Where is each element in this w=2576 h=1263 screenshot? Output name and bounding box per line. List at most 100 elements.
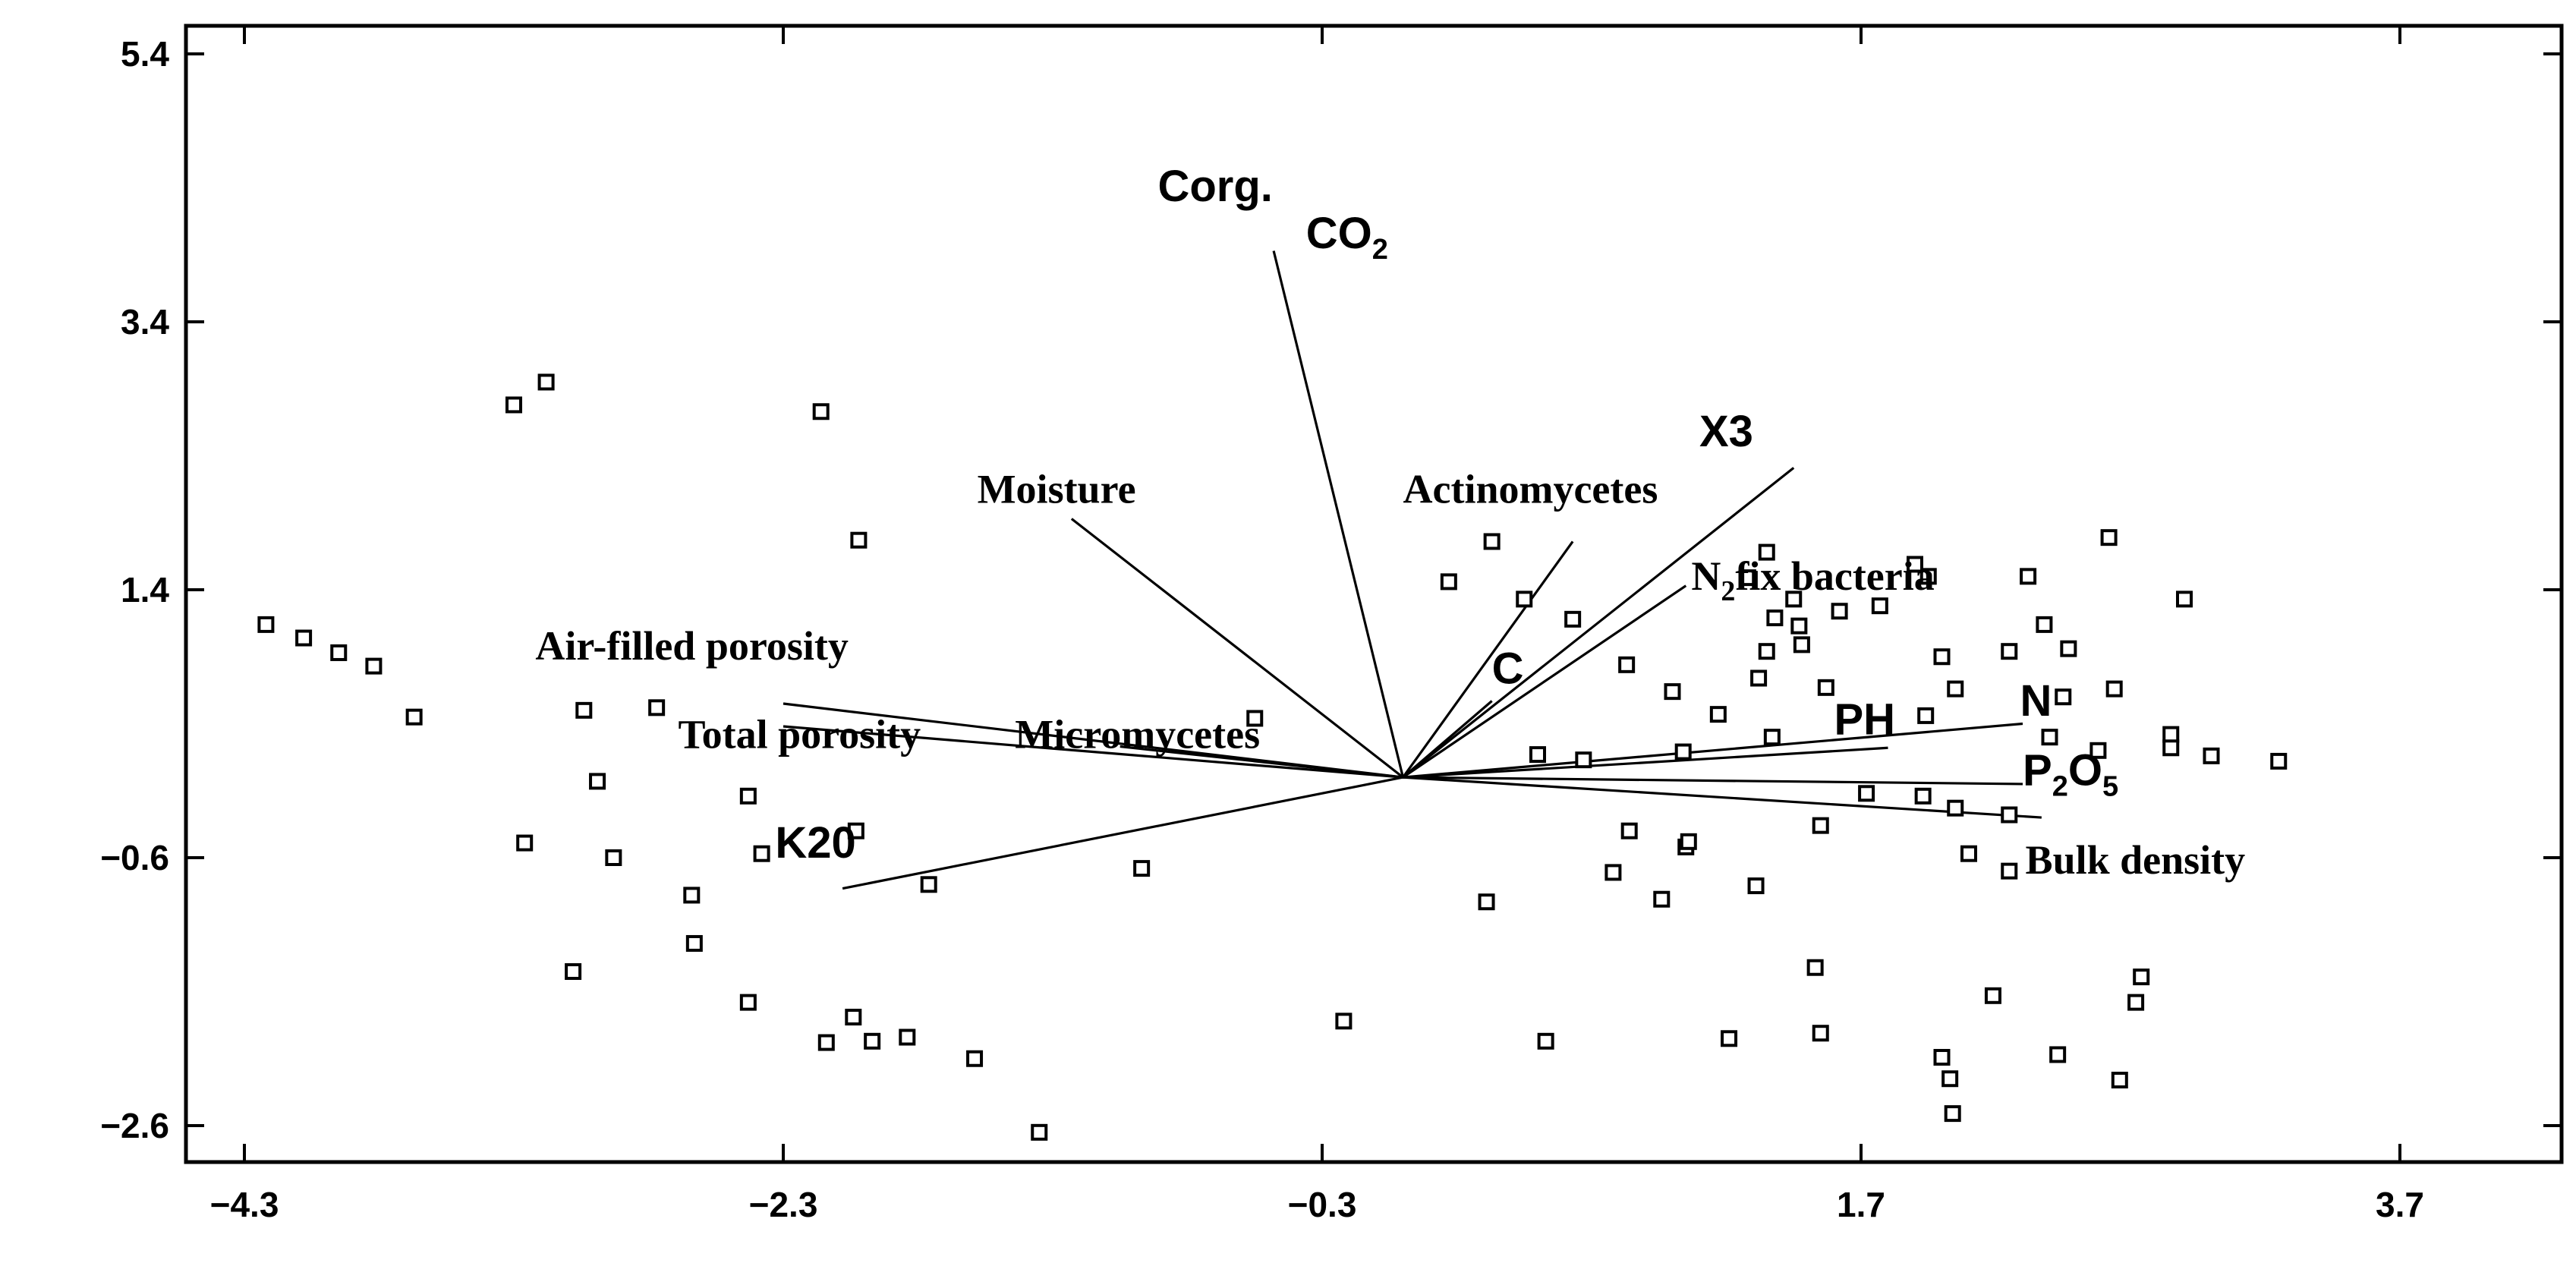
vector-label-subscript: 5 [2102, 771, 2118, 803]
data-point [1440, 573, 1457, 591]
vector-label: Corg. [1157, 162, 1272, 211]
score-points [257, 373, 2288, 1141]
vector-line [1403, 776, 2023, 786]
vector-line [1402, 700, 1493, 779]
data-point [505, 396, 522, 414]
y-tick-label: 3.4 [121, 302, 169, 342]
vector-line [1272, 250, 1405, 778]
vector-line [1070, 518, 1404, 779]
data-point [516, 834, 534, 852]
data-point [1941, 1070, 1959, 1088]
plot-frame [184, 24, 2564, 1164]
tick-labels: −4.3 −2.3 −0.3 1.7 3.7 5.4 3.4 1.4 −0.6 −2.6 [100, 34, 2424, 1224]
data-point [739, 787, 757, 805]
data-point [1790, 617, 1808, 635]
data-point [2036, 616, 2053, 633]
vector-label-name: K20 [775, 818, 855, 868]
x-tick-label: 1.7 [1837, 1185, 1885, 1224]
data-point [1758, 543, 1775, 561]
vector-label-name: PH [1834, 695, 1896, 745]
data-point [1750, 669, 1768, 687]
data-point [1871, 597, 1888, 615]
data-point [1604, 864, 1622, 881]
vector-label: N [2020, 676, 2052, 726]
y-tick-label: 5.4 [121, 34, 169, 74]
vector-label: Bulk density [2026, 837, 2246, 883]
data-point [2001, 862, 2018, 880]
data-point [2100, 529, 2118, 546]
data-point [739, 994, 757, 1011]
vector-line [1402, 584, 1687, 779]
data-point [2162, 739, 2180, 757]
vector-label: Moisture [978, 466, 1136, 512]
data-point [1680, 833, 1697, 850]
data-point [1620, 822, 1638, 839]
vector-label: Actinomycetes [1403, 466, 1658, 512]
data-point [1947, 799, 1964, 817]
vector-label-name: Air-filled porosity [535, 623, 848, 669]
data-point [405, 708, 423, 726]
data-point [2001, 806, 2018, 824]
data-point [1944, 1105, 1961, 1123]
data-point [1933, 648, 1951, 666]
vector-label-name: Moisture [978, 466, 1136, 512]
data-point [2055, 688, 2072, 706]
y-tick-label: 1.4 [121, 570, 169, 609]
data-point [565, 963, 582, 981]
data-point [1984, 987, 2001, 1004]
vector-label-subscript: 2 [1372, 234, 1388, 266]
data-point [2176, 591, 2193, 608]
data-point [1721, 1030, 1738, 1047]
data-point [2270, 752, 2288, 770]
data-point [1831, 603, 1848, 620]
vector-label-name: N [1691, 553, 1721, 599]
data-point [920, 876, 937, 893]
data-point [1516, 591, 1533, 608]
data-point [575, 701, 593, 719]
data-point [2105, 680, 2123, 698]
data-point [2060, 640, 2077, 657]
vector-label: C [1492, 644, 1524, 694]
data-point [2133, 969, 2150, 986]
vector-label-name: X3 [1699, 407, 1753, 456]
vector-label-name: Actinomycetes [1403, 466, 1658, 512]
vector-label-subscript: 2 [1721, 575, 1735, 607]
vector-label: P2O5 [2023, 746, 2118, 803]
data-point [1766, 609, 1784, 627]
data-point [1674, 743, 1692, 761]
data-point [589, 773, 606, 790]
data-point [847, 822, 864, 839]
vector-line [783, 725, 1403, 779]
data-point [1812, 1025, 1829, 1042]
data-point [1031, 1123, 1048, 1141]
data-point [295, 629, 313, 647]
vector-label: PH [1834, 695, 1896, 745]
y-tick-label: −0.6 [100, 838, 169, 877]
vector-line [1403, 746, 1888, 779]
x-tick-label: −0.3 [1288, 1185, 1357, 1224]
data-point [1763, 729, 1781, 746]
data-point [966, 1050, 984, 1067]
vector-label-name: N [2020, 676, 2052, 726]
data-point [753, 845, 770, 862]
vector-label-name: Micromycetes [1015, 711, 1260, 757]
data-point [1812, 817, 1829, 834]
data-point [1335, 1013, 1353, 1030]
data-point [899, 1028, 916, 1046]
vector-label: Micromycetes [1015, 711, 1260, 757]
data-point [685, 934, 703, 952]
vector-label-name: C [1492, 644, 1524, 694]
data-point [1564, 610, 1582, 628]
vector-label-name: Corg. [1157, 162, 1272, 211]
data-point [850, 531, 868, 549]
data-point [1914, 787, 1932, 805]
data-point [330, 644, 348, 661]
loading-vectors [783, 250, 2042, 890]
data-point [2001, 643, 2018, 660]
data-point [2089, 742, 2107, 759]
vector-line [842, 776, 1403, 890]
data-point [648, 699, 666, 717]
data-point [817, 1034, 835, 1051]
data-point [2020, 568, 2037, 585]
